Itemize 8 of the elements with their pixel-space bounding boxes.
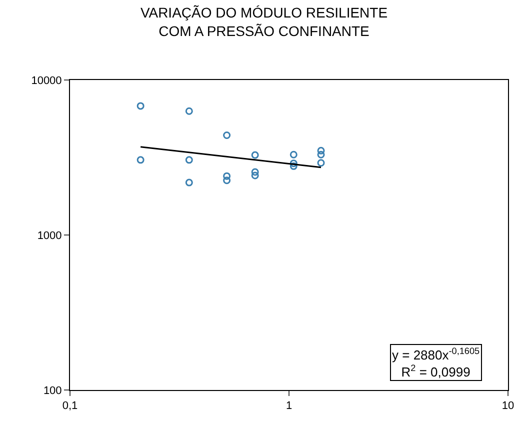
text: y = 2880x$^{-0,1605}$ R$^{2}$ = 0,0999 (392, 346, 480, 380)
x-tick-label: 10 (502, 400, 514, 412)
x-tick-label: 1 (286, 400, 292, 412)
x-tick-label: 0,1 (62, 400, 78, 412)
y-tick-label: 100 (43, 384, 62, 397)
chart-title: VARIAÇÃO DO MÓDULO RESILIENTE COM A PRESSÃO CONFINANTE (140, 4, 388, 39)
y-tick-label: 10000 (31, 74, 62, 87)
y-tick-label: 1000 (37, 230, 62, 242)
